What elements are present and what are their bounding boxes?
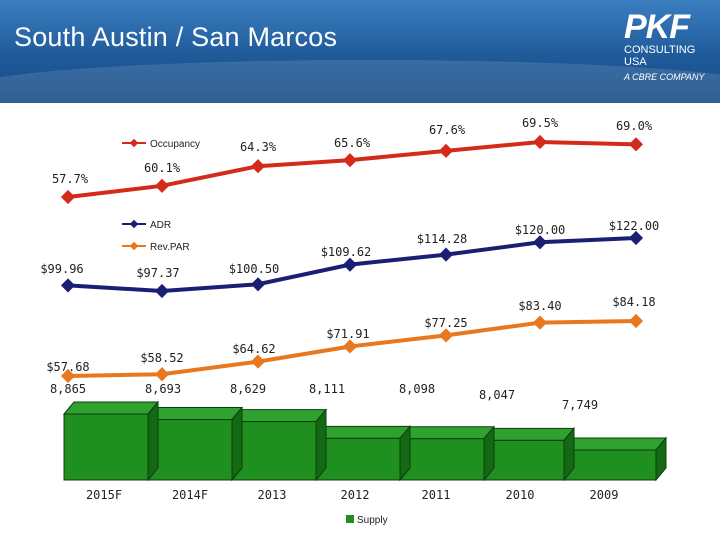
supply-bar (147, 419, 233, 481)
occupancy-point (250, 159, 266, 174)
header-swoosh (0, 60, 720, 103)
supply-data-label: 7,749 (562, 398, 598, 412)
adr-point (532, 235, 548, 250)
revpar-data-label: $77.25 (424, 316, 467, 330)
occupancy-point (628, 137, 644, 152)
revpar-point (342, 339, 358, 354)
adr-point (60, 278, 76, 293)
supply-data-label: 8,865 (50, 382, 86, 396)
supply-bar-top (62, 401, 160, 415)
legend-label: ADR (150, 220, 171, 231)
revpar-data-label: $71.91 (326, 327, 369, 341)
logo-line-2: USA (624, 56, 647, 68)
x-tick-label: 2013 (258, 488, 287, 502)
logo-tagline: A CBRE COMPANY (624, 72, 705, 82)
logo-brand: PKF (624, 8, 690, 46)
x-tick-label: 2012 (341, 488, 370, 502)
revpar-data-label: $57.68 (46, 360, 89, 374)
legend-swatch-marker (129, 219, 139, 229)
revpar-point (154, 367, 170, 382)
supply-bar-side (315, 408, 327, 482)
adr-point (438, 247, 454, 262)
pkf-logo: PKF CONSULTING USA A CBRE COMPANY (624, 10, 720, 83)
occupancy-point (154, 178, 170, 193)
supply-data-label: 8,693 (145, 382, 181, 396)
revpar-point (250, 354, 266, 369)
occupancy-data-label: 65.6% (334, 136, 371, 150)
occupancy-data-label: 67.6% (429, 123, 466, 137)
adr-data-label: $109.62 (321, 245, 372, 259)
revpar-point (628, 313, 644, 329)
legend-label: Rev.PAR (150, 242, 190, 253)
revpar-point (438, 328, 454, 343)
adr-data-label: $99.96 (40, 262, 83, 276)
adr-point (154, 283, 170, 299)
revpar-data-label: $84.18 (612, 295, 655, 309)
legend-swatch-supply (346, 515, 354, 523)
supply-data-label: 8,098 (399, 382, 435, 396)
supply-data-label: 8,111 (309, 382, 345, 396)
occupancy-data-label: 64.3% (240, 140, 277, 154)
x-tick-label: 2011 (422, 488, 451, 502)
adr-point (342, 257, 358, 272)
occupancy-point (438, 143, 454, 158)
adr-point (250, 277, 266, 292)
adr-data-label: $122.00 (609, 219, 660, 233)
x-tick-label: 2010 (506, 488, 535, 502)
supply-bar-top (146, 407, 244, 421)
supply-bar-top (398, 426, 496, 440)
adr-point (628, 230, 644, 246)
occupancy-point (60, 189, 76, 205)
supply-bar-side (231, 406, 243, 482)
occupancy-point (342, 153, 358, 168)
legend-label: Supply (357, 515, 388, 526)
adr-data-label: $97.37 (136, 266, 179, 280)
occupancy-data-label: 69.5% (522, 116, 559, 130)
supply-data-label: 8,047 (479, 388, 515, 402)
supply-bar-side (147, 400, 159, 482)
supply-bar (563, 449, 657, 481)
x-tick-label: 2009 (590, 488, 619, 502)
supply-bar (483, 439, 565, 481)
supply-bar-top (314, 425, 412, 439)
legend-swatch-marker (129, 138, 139, 148)
adr-data-label: $120.00 (515, 223, 566, 237)
supply-data-label: 8,629 (230, 382, 266, 396)
occupancy-data-label: 57.7% (52, 172, 89, 186)
header-banner: South Austin / San Marcos PKF CONSULTING… (0, 0, 720, 103)
supply-bar-top (230, 409, 328, 423)
adr-data-label: $100.50 (229, 262, 280, 276)
supply-bar (63, 413, 149, 481)
occupancy-point (532, 134, 548, 150)
occupancy-data-label: 69.0% (616, 119, 653, 133)
revpar-data-label: $64.62 (232, 342, 275, 356)
occupancy-data-label: 60.1% (144, 161, 181, 175)
revpar-data-label: $83.40 (518, 299, 561, 313)
adr-data-label: $114.28 (417, 232, 468, 246)
supply-bar (231, 421, 317, 481)
supply-bar (315, 437, 401, 481)
x-tick-label: 2014F (172, 488, 208, 502)
supply-bar (399, 438, 485, 481)
supply-bar-top (562, 437, 668, 451)
page-title: South Austin / San Marcos (14, 22, 338, 52)
supply-bar-top (482, 427, 576, 441)
logo-line-1: CONSULTING (624, 44, 696, 56)
revpar-point (60, 368, 76, 384)
revpar-point (532, 315, 548, 330)
legend-label: Occupancy (150, 139, 200, 150)
revpar-data-label: $58.52 (140, 351, 183, 365)
x-tick-label: 2015F (86, 488, 122, 502)
legend-swatch-marker (129, 241, 139, 251)
